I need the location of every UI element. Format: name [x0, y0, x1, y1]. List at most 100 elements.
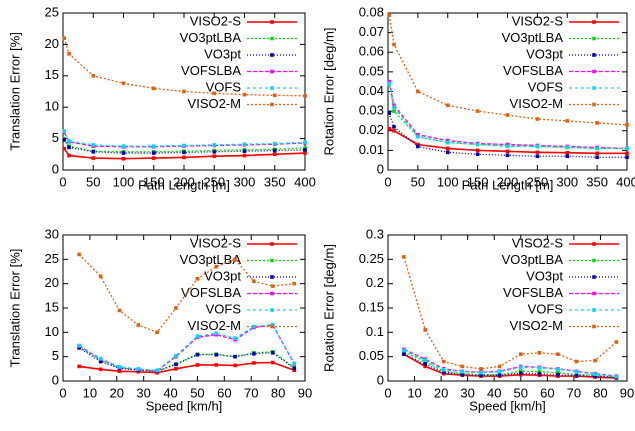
- y-tick-label: 0.08: [359, 4, 384, 19]
- point: [292, 281, 297, 286]
- y-tick-label: 0.02: [359, 122, 384, 137]
- x-tick-label: 0: [384, 174, 391, 189]
- x-tick-label: 0: [59, 385, 66, 400]
- legend-label: VO3pt: [526, 268, 563, 283]
- legend-marker: [270, 69, 274, 74]
- point: [303, 146, 307, 150]
- panel: 0 5 10 15 20 25 30 0 10 20 30 40 50 60 70 80 90 Speed [km…: [7, 226, 312, 413]
- point: [392, 42, 396, 47]
- point: [151, 156, 156, 160]
- point: [416, 132, 420, 137]
- point: [242, 142, 247, 147]
- point: [625, 123, 629, 127]
- series-line: [63, 37, 306, 97]
- point: [595, 146, 599, 151]
- x-tick-label: 50: [514, 385, 528, 400]
- x-axis-label: Path Length [m]: [462, 177, 554, 192]
- point: [195, 334, 200, 339]
- point: [479, 373, 483, 377]
- point: [155, 368, 159, 373]
- point: [136, 323, 141, 327]
- x-tick-label: 0: [59, 174, 66, 189]
- point: [565, 145, 570, 150]
- legend-label: VO3ptLBA: [180, 252, 242, 267]
- point: [497, 373, 502, 377]
- legend-label: VISO2-S: [512, 235, 564, 250]
- point: [242, 92, 247, 97]
- point: [537, 350, 542, 355]
- point: [270, 284, 275, 288]
- point: [518, 365, 523, 370]
- series-line: [63, 148, 306, 160]
- point: [625, 151, 629, 156]
- point: [505, 149, 510, 154]
- x-tick-label: 100: [113, 174, 135, 189]
- legend-label: VO3pt: [204, 268, 241, 283]
- legend-label: VISO2-S: [512, 13, 564, 28]
- point: [556, 372, 560, 377]
- x-tick-label: 20: [434, 385, 448, 400]
- point: [121, 156, 126, 161]
- point: [475, 142, 480, 147]
- point: [270, 360, 275, 365]
- point: [121, 151, 126, 155]
- point: [479, 370, 483, 375]
- y-tick-label: 15: [45, 299, 59, 314]
- y-tick-label: 0.05: [359, 63, 384, 78]
- y-tick-label: 0.1: [366, 324, 384, 339]
- x-tick-label: 0: [384, 385, 391, 400]
- point: [518, 352, 523, 357]
- point: [387, 79, 391, 84]
- point: [117, 365, 122, 369]
- point: [537, 371, 542, 376]
- point: [423, 358, 427, 362]
- legend-marker: [592, 275, 596, 279]
- point: [252, 361, 256, 365]
- legend-marker: [592, 53, 596, 57]
- legend-marker: [592, 20, 596, 24]
- y-tick-label: 0.2: [366, 275, 384, 290]
- point: [195, 363, 200, 367]
- point: [445, 103, 450, 108]
- y-axis-label: Rotation Error [deg/m]: [321, 28, 336, 156]
- point: [272, 93, 277, 98]
- point: [392, 109, 396, 113]
- point: [182, 155, 186, 160]
- x-tick-label: 250: [203, 174, 225, 189]
- x-tick-label: 350: [586, 174, 608, 189]
- point: [402, 348, 406, 353]
- x-tick-label: 50: [190, 385, 204, 400]
- legend-marker: [592, 324, 596, 329]
- point: [272, 152, 277, 157]
- point: [574, 369, 579, 374]
- point: [270, 322, 275, 327]
- point: [67, 52, 71, 56]
- y-tick-label: 0.01: [359, 142, 384, 157]
- point: [67, 145, 71, 150]
- y-tick-label: 0.07: [359, 24, 384, 39]
- point: [402, 255, 406, 259]
- y-axis-label: Translation Error [%]: [7, 249, 22, 368]
- y-tick-label: 0: [52, 161, 59, 176]
- point: [212, 143, 217, 147]
- legend-marker: [270, 275, 274, 279]
- point: [392, 103, 396, 108]
- x-axis-label: Path Length [m]: [138, 177, 230, 192]
- point: [77, 346, 81, 350]
- point: [91, 143, 96, 147]
- x-tick-label: 60: [217, 385, 231, 400]
- point: [242, 153, 247, 158]
- legend-label: VOFSLBA: [503, 285, 563, 300]
- x-tick-label: 300: [556, 174, 578, 189]
- point: [62, 129, 67, 133]
- point: [392, 125, 396, 129]
- point: [151, 144, 156, 148]
- series-line: [63, 132, 306, 148]
- point: [233, 336, 237, 340]
- y-axis-label: Rotation Error [deg/m]: [321, 244, 336, 372]
- point: [182, 89, 186, 94]
- point: [212, 91, 217, 96]
- x-tick-label: 70: [567, 385, 581, 400]
- point: [242, 149, 247, 153]
